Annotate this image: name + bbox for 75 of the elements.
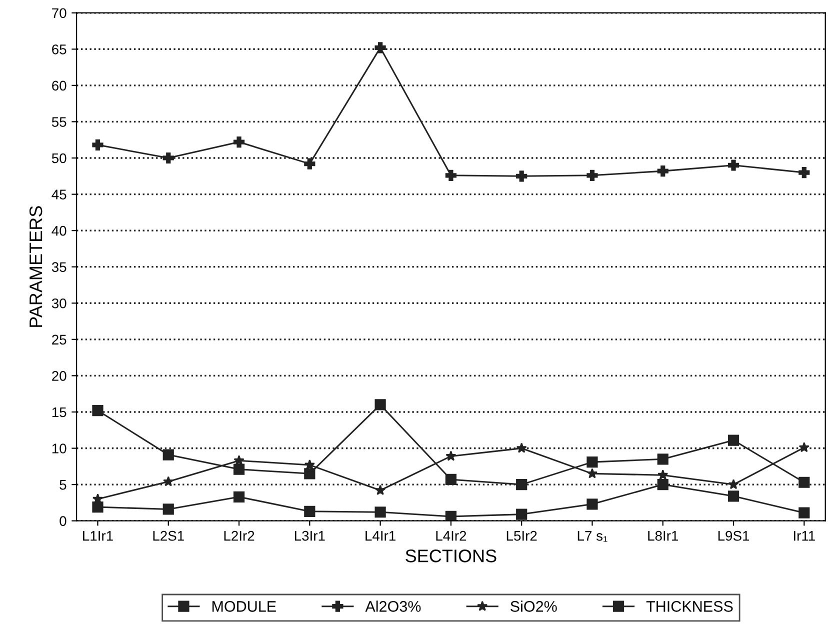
point [798, 166, 810, 178]
point [798, 442, 810, 452]
point [657, 454, 668, 465]
y-tick-label: 5 [60, 480, 66, 490]
y-tick-label: 15 [52, 407, 66, 418]
x-tick-label: L1Ir1 [83, 531, 113, 541]
point [728, 478, 739, 490]
y-tick-label: 50 [52, 153, 66, 164]
point [445, 170, 456, 181]
point [304, 459, 315, 470]
x-tick-label: L4Ir1 [366, 531, 396, 541]
x-tick-label: L2Ir2 [224, 530, 254, 541]
point [586, 170, 598, 181]
x-tick-label: L5Ir2 [506, 530, 537, 541]
legend-label: SiO2% [510, 600, 557, 612]
point [162, 152, 174, 164]
y-tick-label: 35 [52, 262, 66, 272]
point [445, 510, 456, 521]
y-tick-label: 45 [52, 190, 66, 200]
point [233, 491, 245, 502]
point [586, 456, 598, 468]
point [233, 136, 245, 148]
legend-label: Al2O3% [365, 600, 421, 612]
point [728, 490, 740, 502]
x-tick-label: Ir11 [794, 531, 815, 541]
point [163, 476, 174, 486]
legend-label: MODULE [212, 601, 276, 612]
y-tick-label: 0 [60, 516, 66, 526]
y-tick-label: 70 [52, 8, 66, 18]
point [446, 450, 456, 461]
y-axis-title: PARAMETERS [29, 206, 42, 327]
point [657, 478, 668, 490]
y-tick-label: 65 [52, 44, 66, 54]
point [586, 468, 598, 478]
point [516, 478, 528, 490]
point [516, 508, 528, 520]
x-axis-title: SECTIONS [406, 550, 496, 562]
x-tick-label: L7 s₁ [578, 531, 608, 542]
point [374, 399, 386, 410]
y-tick-label: 60 [52, 80, 66, 91]
point [304, 158, 316, 170]
x-tick-label: L9S1 [718, 530, 750, 541]
point [657, 166, 668, 177]
legend-label: THICKNESS [646, 601, 733, 612]
point [92, 501, 104, 513]
y-tick-label: 55 [52, 117, 66, 127]
point [234, 455, 244, 466]
point [92, 404, 104, 416]
y-tick-label: 30 [52, 298, 66, 308]
point [798, 507, 810, 518]
y-tick-label: 25 [52, 334, 66, 345]
point [728, 434, 740, 446]
point [374, 42, 386, 54]
x-tick-label: L3Ir1 [294, 530, 325, 541]
point [374, 506, 386, 518]
point [304, 468, 316, 480]
x-tick-label: L8Ir1 [648, 530, 678, 541]
x-tick-label: L2S1 [153, 530, 184, 541]
point [162, 449, 174, 460]
point [798, 476, 810, 488]
point [586, 498, 598, 510]
point [516, 170, 528, 182]
point [658, 470, 668, 480]
point [304, 506, 316, 517]
point [516, 442, 527, 453]
point [445, 474, 456, 486]
point [233, 464, 245, 475]
x-tick-label: L4Ir2 [436, 530, 466, 541]
y-tick-label: 20 [52, 371, 66, 381]
point [728, 160, 740, 171]
point [374, 484, 386, 495]
y-tick-label: 10 [52, 444, 66, 454]
point [92, 139, 104, 150]
point [162, 504, 174, 515]
y-tick-label: 40 [52, 226, 66, 236]
